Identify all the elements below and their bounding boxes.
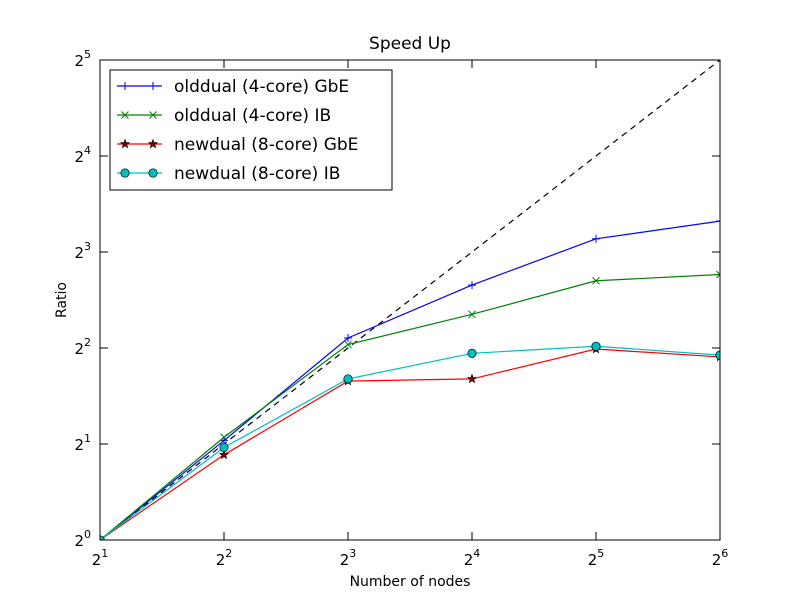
y-tick-label: 23 [74, 240, 91, 262]
data-point [466, 373, 478, 384]
legend-item: newdual (8-core) GbE [117, 135, 358, 155]
x-tick-label: 25 [588, 547, 605, 569]
series-line [100, 273, 720, 540]
legend-marker [120, 168, 130, 178]
x-tick-label: 26 [712, 547, 729, 569]
legend-item: olddual (4-core) IB [117, 106, 331, 126]
data-point [468, 281, 476, 290]
series-line [100, 348, 720, 540]
x-axis-title: Number of nodes [350, 574, 471, 590]
data-point [218, 449, 230, 460]
series-line [100, 220, 720, 540]
legend-box [109, 69, 393, 191]
x-tick-label: 21 [92, 547, 109, 569]
legend-item: newdual (8-core) IB [117, 164, 340, 184]
legend-marker [119, 138, 131, 149]
data-point [716, 270, 720, 279]
data-point [468, 310, 476, 319]
y-axis-title: Ratio [54, 282, 70, 318]
legend-label: newdual (8-core) GbE [174, 135, 358, 155]
data-point [344, 333, 352, 342]
series-3 [100, 341, 720, 540]
legend: olddual (4-core) GbE olddual (4-core) IB n… [109, 69, 393, 191]
y-tick-label: 25 [74, 48, 91, 70]
data-point [467, 348, 477, 358]
ideal-speedup-line [100, 60, 720, 540]
x-tick-label: 23 [340, 547, 357, 569]
y-tick-label: 20 [74, 528, 91, 550]
data-point [219, 442, 229, 453]
y-tick-label: 21 [74, 432, 91, 454]
data-point [716, 217, 720, 226]
chart-title: Speed Up [369, 34, 451, 54]
x-tick-label: 24 [464, 547, 481, 569]
legend-marker [121, 111, 129, 119]
y-tick-label: 24 [74, 144, 91, 166]
data-point [220, 433, 228, 442]
legend-marker [149, 111, 157, 119]
data-point [344, 340, 352, 349]
legend-label: newdual (8-core) IB [174, 164, 340, 184]
data-point [592, 276, 600, 285]
series-line [100, 345, 720, 540]
legend-label: olddual (4-core) GbE [174, 77, 349, 97]
legend-label: olddual (4-core) IB [174, 106, 331, 126]
legend-marker [147, 138, 159, 149]
legend-marker [121, 82, 129, 90]
data-point [343, 374, 353, 384]
plot-frame [99, 59, 721, 541]
legend-marker [148, 168, 158, 178]
data-point [591, 341, 601, 351]
y-tick-label: 22 [74, 336, 91, 358]
x-tick-label: 22 [216, 547, 233, 569]
legend-marker [149, 82, 157, 90]
legend-item: olddual (4-core) GbE [117, 77, 349, 97]
data-point [592, 234, 600, 243]
